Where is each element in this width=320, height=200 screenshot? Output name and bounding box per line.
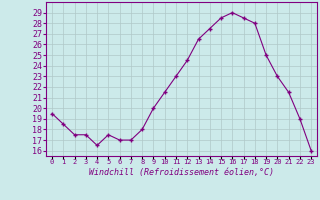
X-axis label: Windchill (Refroidissement éolien,°C): Windchill (Refroidissement éolien,°C) xyxy=(89,168,274,177)
